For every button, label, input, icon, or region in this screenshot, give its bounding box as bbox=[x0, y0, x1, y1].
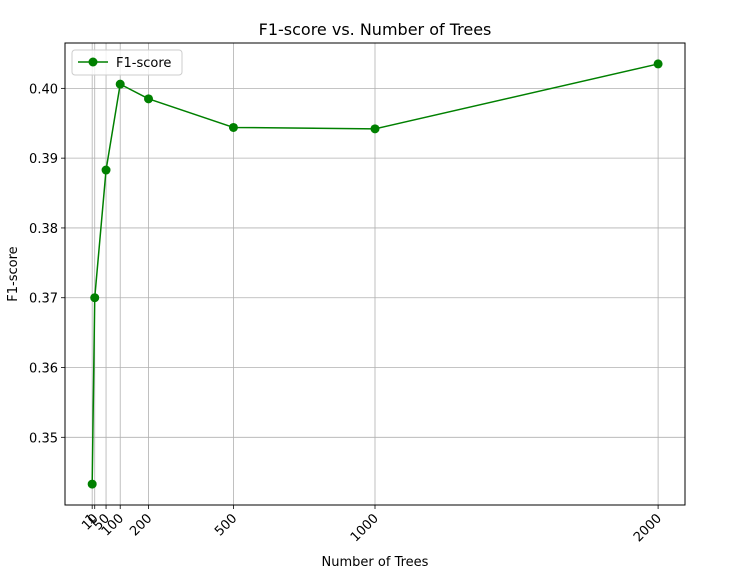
y-tick-label: 0.40 bbox=[29, 82, 58, 97]
y-tick-label: 0.37 bbox=[29, 292, 58, 307]
series-layer bbox=[87, 59, 663, 489]
y-tick-label: 0.38 bbox=[29, 222, 58, 237]
x-tick-label: 2000 bbox=[631, 511, 665, 545]
y-tick-label: 0.39 bbox=[29, 152, 58, 167]
x-axis-label: Number of Trees bbox=[322, 555, 429, 570]
x-tick-label: 1000 bbox=[348, 511, 382, 545]
data-point bbox=[228, 122, 238, 132]
data-point bbox=[144, 94, 154, 104]
data-point bbox=[115, 79, 125, 89]
grid-lines bbox=[65, 43, 685, 505]
data-point bbox=[90, 293, 100, 303]
legend-marker-swatch bbox=[88, 57, 98, 67]
x-tick-label: 500 bbox=[212, 511, 240, 539]
y-tick-label: 0.36 bbox=[29, 362, 58, 377]
legend-entry-label: F1-score bbox=[116, 56, 171, 71]
x-tick-label: 200 bbox=[127, 511, 155, 539]
chart-title: F1-score vs. Number of Trees bbox=[259, 20, 492, 39]
legend-box bbox=[71, 49, 183, 76]
data-point bbox=[101, 165, 111, 175]
data-point bbox=[87, 479, 97, 489]
data-point bbox=[653, 59, 663, 69]
y-axis-label: F1-score bbox=[6, 246, 21, 301]
plot-frame bbox=[64, 42, 686, 506]
series-line bbox=[91, 63, 659, 485]
y-tick-label: 0.35 bbox=[29, 431, 58, 446]
data-point bbox=[370, 124, 380, 134]
legend: F1-score bbox=[71, 49, 183, 76]
